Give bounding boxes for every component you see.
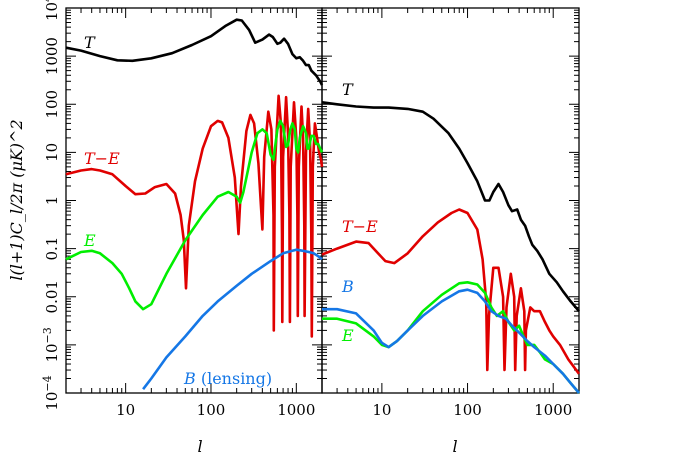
right-panel-frame [321,7,580,394]
y-tick-label: 10−3 [41,327,61,362]
series-line-e [322,281,580,394]
y-tick-label: 10−4 [41,375,61,410]
x-tick-label: 1000 [534,401,572,419]
series-label: E [83,231,96,250]
series-label: T−E [84,149,120,168]
left-x-axis-label: l [197,437,202,456]
series-label: T [342,80,354,99]
y-tick-label: 100 [43,90,61,119]
x-tick-label: 1000 [277,401,315,419]
y-tick-labels: 10−4 10−3 0.01 0.1 1 10 100 1000 104 [41,0,61,411]
y-tick-label: 1000 [43,37,61,75]
series-label: T [84,33,96,52]
series-line-b-lensing- [142,248,323,390]
x-tick-label: 100 [453,401,482,419]
series-line-t-e [65,94,324,338]
series-line-t-e [321,208,581,375]
y-tick-label: 104 [41,0,61,21]
series-line-e [65,119,324,311]
y-tick-label: 1 [43,196,61,206]
series-labels: T T−E E B (lensing) T T−E E B [83,33,378,388]
x-tick-label: 10 [372,401,391,419]
right-x-axis-label: l [452,437,457,456]
series-label: B [341,277,354,296]
y-axis-label: l(l+1)C_l/2π (μK)^2 [7,119,26,280]
series-label: E [341,326,354,345]
y-tick-label: 0.1 [43,237,61,261]
y-tick-label: 10 [43,143,61,162]
series-curves [65,18,581,394]
series-line-t [321,101,580,313]
y-tick-label: 0.01 [43,280,61,313]
x-tick-labels: 10 100 1000 10 100 1000 [116,401,572,419]
series-line-b [322,288,580,394]
x-tick-label: 10 [116,401,135,419]
series-label: B (lensing) [183,369,272,388]
series-label: T−E [342,217,378,236]
series-line-t [65,18,324,86]
x-tick-label: 100 [197,401,226,419]
